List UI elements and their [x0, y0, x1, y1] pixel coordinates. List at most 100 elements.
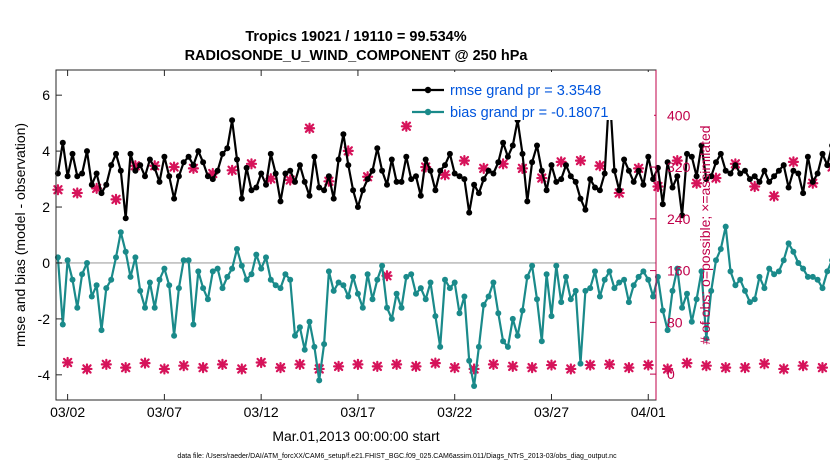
rmse-point [679, 212, 686, 219]
rmse-point [814, 170, 821, 177]
rmse-point [451, 170, 458, 177]
bias-point [756, 273, 763, 280]
bias-point [780, 257, 787, 264]
bias-point [422, 296, 429, 303]
bias-point [321, 341, 328, 348]
bias-point [369, 296, 376, 303]
obs-count-marker [265, 173, 277, 185]
rmse-point [403, 153, 410, 160]
bias-point [567, 296, 574, 303]
bias-point [625, 299, 632, 306]
rmse-point [108, 162, 115, 169]
y-right-tick-label: 400 [667, 107, 691, 123]
bias-point [354, 290, 361, 297]
bias-point [490, 279, 497, 286]
rmse-point [277, 198, 284, 205]
rmse-point [577, 195, 584, 202]
obs-count-marker [71, 187, 83, 199]
obs-count-marker [197, 362, 209, 374]
bias-point [601, 276, 608, 283]
rmse-point [422, 156, 429, 163]
bias-point [432, 313, 439, 320]
rmse-point [93, 170, 100, 177]
chart-title-line2: RADIOSONDE_U_WIND_COMPONENT @ 250 hPa [185, 48, 529, 64]
obs-count-marker [594, 160, 606, 172]
bias-point [524, 273, 531, 280]
rmse-point [263, 181, 269, 188]
rmse-point [437, 167, 444, 174]
rmse-point [301, 178, 308, 185]
rmse-point [490, 170, 497, 177]
bias-point [146, 279, 153, 286]
obs-count-marker [303, 122, 316, 134]
rmse-point [790, 167, 797, 174]
bias-point [824, 268, 830, 275]
x-tick-label: 03/27 [534, 404, 569, 420]
obs-count-marker [187, 162, 200, 174]
obs-count-marker [497, 158, 509, 170]
obs-count-marker [294, 358, 306, 371]
rmse-point [713, 159, 719, 166]
bias-point [587, 285, 594, 292]
bias-point [504, 343, 511, 350]
bias-point [775, 268, 782, 275]
obs-count-marker [226, 164, 238, 176]
obs-count-marker [710, 172, 722, 184]
obs-count-marker [797, 360, 809, 372]
bias-point [287, 276, 294, 283]
bias-point [272, 282, 279, 289]
rmse-point [780, 162, 787, 169]
rmse-point [224, 145, 231, 152]
bias-point [127, 273, 134, 280]
y-left-tick-label: 2 [42, 199, 50, 215]
bias-point [325, 268, 332, 275]
bias-point [316, 377, 323, 384]
rmse-point [485, 167, 492, 174]
rmse-point [524, 198, 531, 205]
x-tick-label: 03/07 [147, 404, 182, 420]
rmse-point [572, 178, 579, 185]
obs-count-marker [81, 363, 93, 375]
rmse-point [456, 173, 463, 180]
rmse-point [538, 167, 545, 174]
y-left-tick-label: 6 [42, 87, 50, 103]
rmse-point [596, 187, 603, 194]
rmse-point [804, 153, 811, 160]
obs-count-marker [313, 363, 325, 375]
obs-count-marker [778, 363, 790, 375]
obs-count-marker [381, 270, 393, 282]
rmse-point [282, 170, 289, 177]
legend-swatch-marker [424, 108, 432, 116]
rmse-point [132, 167, 139, 174]
y-left-tick-label: 4 [42, 143, 50, 159]
bias-point [804, 273, 811, 280]
rmse-point [621, 156, 628, 163]
rmse-point [751, 173, 758, 180]
rmse-point [374, 145, 381, 152]
rmse-point [69, 150, 76, 157]
rmse-point [117, 167, 124, 174]
bias-point [137, 287, 144, 294]
bias-point [379, 262, 386, 269]
bias-point [301, 346, 308, 353]
bias-point [59, 321, 66, 328]
obs-count-marker [555, 156, 567, 168]
rmse-point [625, 167, 632, 174]
rmse-point [209, 176, 216, 183]
rmse-point [127, 150, 134, 157]
rmse-point [272, 170, 279, 177]
rmse-point [195, 148, 202, 155]
obs-count-marker [332, 360, 345, 372]
rmse-point [587, 176, 594, 183]
bias-point [814, 276, 821, 283]
legend: rmse grand pr = 3.3548 bias grand pr = -0… [404, 72, 654, 121]
bias-point [253, 251, 260, 258]
rmse-point [384, 181, 390, 188]
rmse-point [151, 164, 158, 171]
rmse-point [161, 153, 168, 160]
rmse-point [364, 176, 371, 183]
bias-point [688, 318, 695, 325]
bias-point [650, 293, 657, 300]
rmse-point [819, 150, 826, 157]
y-left-tick-label: 0 [42, 255, 50, 271]
